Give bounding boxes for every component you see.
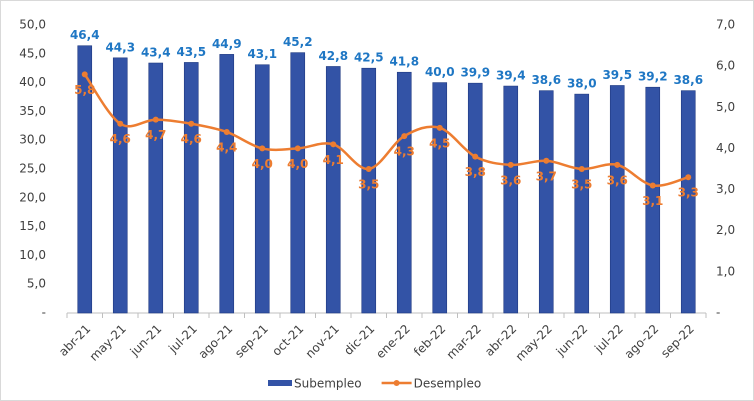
line-point [365,166,372,172]
bar-value-label: 38,0 [567,77,597,91]
line-value-label: 4,0 [252,157,273,171]
line-value-label: 3,1 [642,194,663,208]
bar-value-label: 40,0 [425,65,455,79]
bar-value-label: 43,5 [176,45,206,59]
y-tick-label: 35,0 [19,104,46,118]
line-point [81,71,88,78]
legend-swatch [393,380,400,386]
y2-tick-label: 6,0 [716,59,735,73]
bar [396,71,412,314]
y2-tick-label: 1,0 [716,264,735,278]
y-tick-label: 25,0 [19,162,46,176]
line-value-label: 4,0 [287,157,308,171]
y2-tick-label: 2,0 [716,223,735,237]
bar [77,45,93,314]
legend-swatch [268,380,292,386]
y-tick-label: 10,0 [19,248,46,262]
line-value-label: 4,5 [429,136,450,150]
y-tick-label: 50,0 [19,18,46,32]
bar [254,64,270,314]
bar [609,85,625,314]
line-value-label: 5,8 [74,83,95,97]
bar [574,93,590,314]
line-point [401,133,408,140]
legend-label: Desempleo [414,377,482,391]
bar [290,52,306,314]
bar-value-label: 41,8 [389,55,419,69]
bar [148,62,164,314]
line-value-label: 4,6 [110,132,131,146]
line-point [614,161,621,168]
bar-value-label: 42,5 [354,51,384,65]
line-point [472,153,479,160]
line-point [685,174,692,181]
bar-value-label: 38,6 [531,73,561,87]
line-point [543,157,550,164]
line-point [117,120,124,127]
y2-tick-label: 5,0 [716,100,735,114]
bar [680,90,696,314]
bar-value-label: 39,5 [602,68,632,82]
y-tick-label: 30,0 [19,133,46,147]
bar [361,67,377,314]
line-point [294,145,301,152]
line-value-label: 3,3 [678,186,699,200]
bar [112,57,128,314]
bar [183,62,199,314]
y-tick-label: 5,0 [27,277,46,291]
line-value-label: 3,6 [607,173,628,187]
bar-value-label: 43,1 [247,47,277,61]
legend-label: Subempleo [294,377,362,391]
bar [503,85,519,314]
y-tick-label: 20,0 [19,190,46,204]
line-value-label: 3,7 [536,169,557,183]
y-tick-label: 15,0 [19,219,46,233]
bar [467,82,483,314]
line-point [436,124,443,131]
bar-value-label: 44,9 [212,37,242,51]
y2-tick-label: 3,0 [716,182,735,196]
y-tick-label: 40,0 [19,75,46,89]
bar-value-label: 44,3 [105,40,135,54]
line-value-label: 3,8 [465,165,486,179]
bar-value-label: 38,6 [673,73,703,87]
line-value-label: 3,5 [358,178,379,192]
line-value-label: 4,6 [181,132,202,146]
bar-value-label: 43,4 [141,46,171,60]
bar [219,54,235,314]
line-value-label: 4,4 [216,140,237,154]
y2-tick-label: - [716,306,720,320]
y-tick-label: 45,0 [19,46,46,60]
bar-value-label: 39,4 [496,69,526,83]
line-point [330,141,337,148]
line-value-label: 3,6 [500,173,521,187]
line-point [259,145,266,152]
y2-tick-label: 4,0 [716,141,735,155]
bar-value-label: 42,8 [318,49,348,63]
line-point [188,120,195,127]
bar [325,66,341,314]
bar-value-label: 46,4 [70,28,100,42]
line-point [223,128,230,135]
bar [645,86,661,314]
line-point [578,166,585,172]
bar-value-label: 39,2 [638,70,668,84]
bar-value-label: 45,2 [283,35,313,49]
line-value-label: 3,5 [571,178,592,192]
bar-value-label: 39,9 [460,66,490,80]
y-tick-label: - [42,306,46,320]
line-point [507,161,514,168]
line-value-label: 4,7 [145,128,166,142]
line-point [152,116,159,123]
y2-tick-label: 7,0 [716,18,735,32]
line-value-label: 4,3 [394,145,415,159]
line-value-label: 4,1 [323,153,344,167]
line-point [649,182,656,189]
bar [538,90,554,314]
bar [432,82,448,314]
